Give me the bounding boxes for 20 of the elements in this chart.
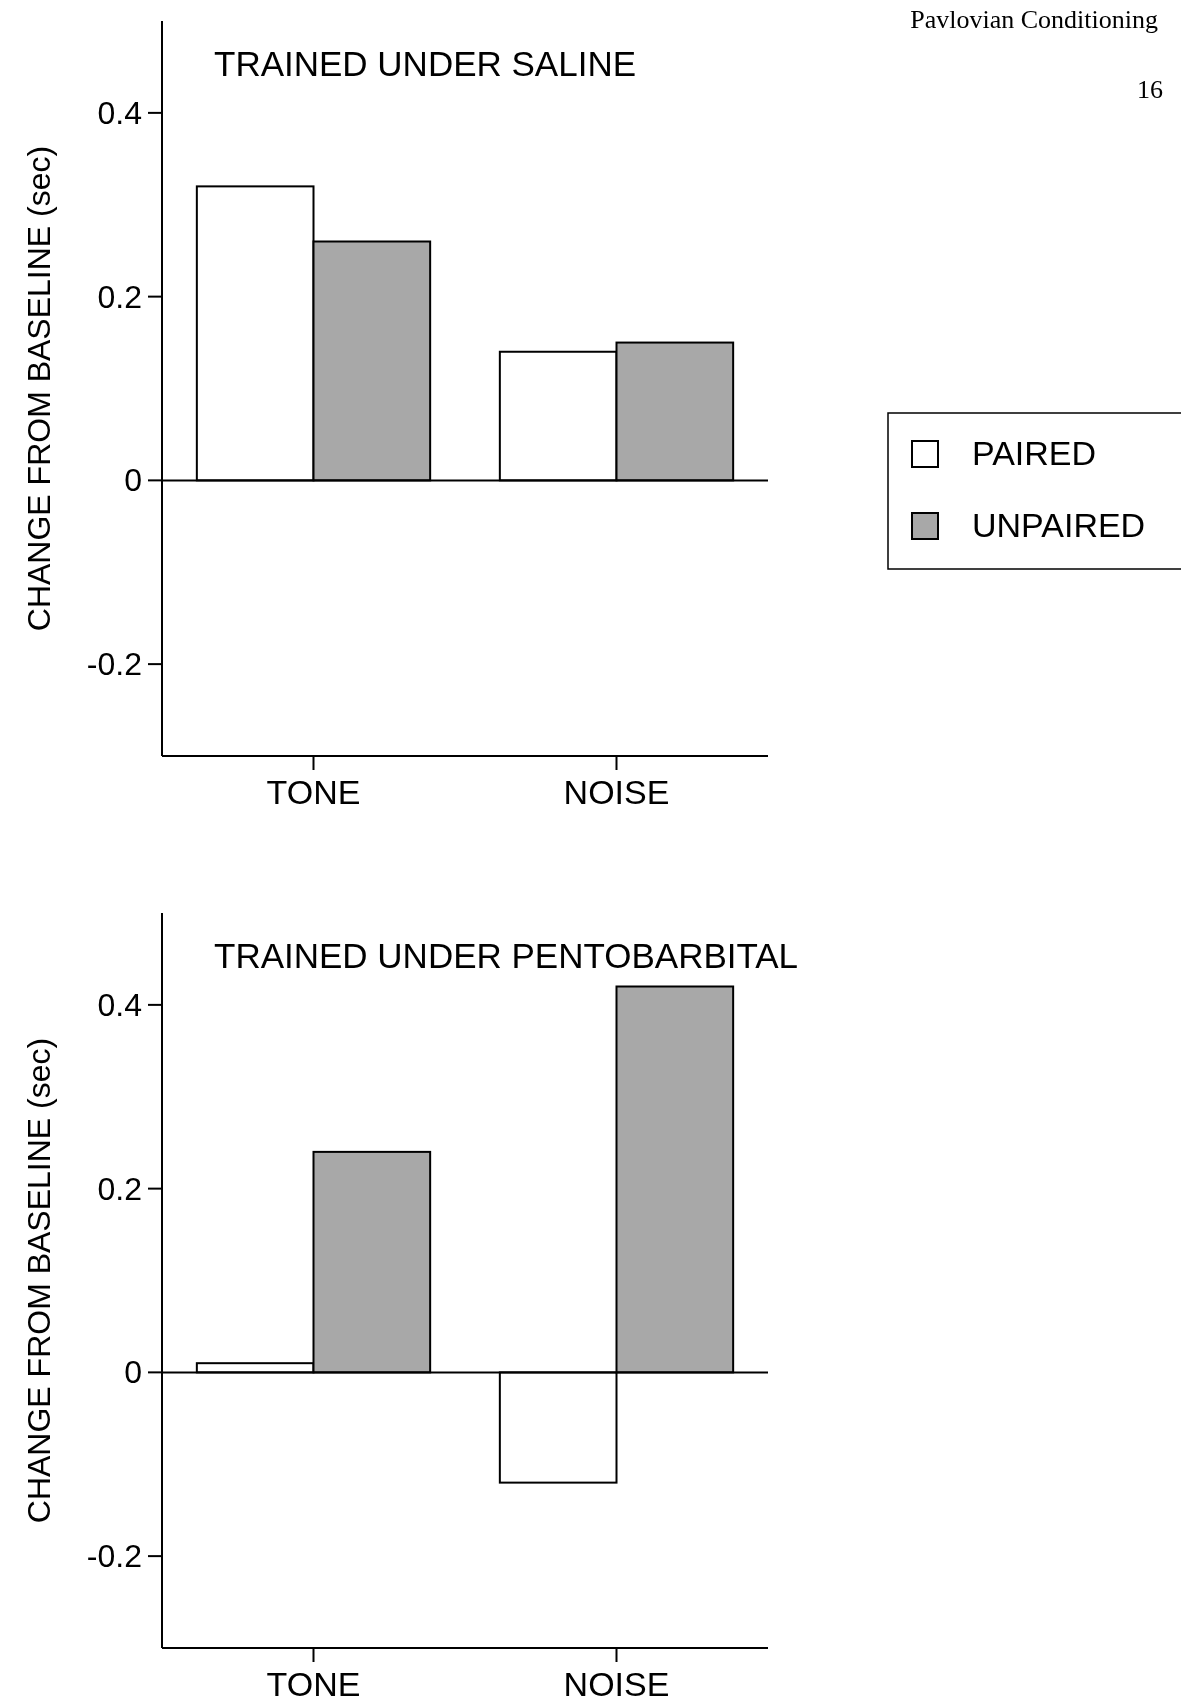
text: TRAINED UNDER PENTOBARBITAL (214, 936, 799, 975)
legend-label: UNPAIRED (972, 506, 1146, 544)
y-tick-label: -0.2 (86, 646, 142, 683)
y-tick-label: 0 (124, 462, 142, 499)
y-axis-title: CHANGE FROM BASELINE (sec) (21, 1037, 57, 1524)
legend-label: PAIRED (972, 434, 1097, 472)
x-tick-label: NOISE (563, 1665, 670, 1697)
text: Pavlovian Conditioning (910, 5, 1158, 34)
y-tick-label: 0.2 (97, 1170, 142, 1207)
y-tick-label: 0.4 (97, 986, 142, 1023)
y-tick-label: -0.2 (86, 1538, 142, 1575)
y-axis-title: CHANGE FROM BASELINE (sec) (21, 145, 57, 632)
y-tick-label: 0.2 (97, 278, 142, 315)
text: 16 (1137, 75, 1163, 104)
y-tick-label: 0.4 (97, 94, 142, 131)
x-tick-label: NOISE (563, 773, 670, 811)
y-tick-label: 0 (124, 1354, 142, 1391)
x-tick-label: TONE (266, 1665, 361, 1697)
x-tick-label: TONE (266, 773, 361, 811)
text: TRAINED UNDER SALINE (214, 44, 637, 83)
